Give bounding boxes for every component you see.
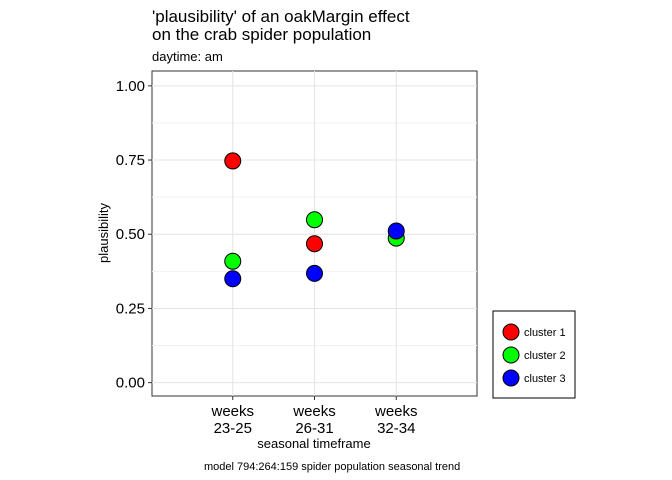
data-point-cluster-3 [224, 270, 242, 288]
y-tick-label: 0.00 [116, 375, 145, 392]
y-tick-label: 1.00 [116, 78, 145, 95]
y-axis-label: plausibility [96, 203, 111, 263]
x-tick-label-line-1: weeks [210, 403, 254, 420]
legend-label-2: cluster 2 [524, 350, 566, 362]
y-tick-label: 0.75 [116, 152, 145, 169]
x-tick-label-line-2: 26-31 [295, 420, 333, 437]
major-gridlines [152, 71, 477, 396]
data-point-cluster-1 [306, 235, 323, 253]
chart-title-line-2: on the crab spider population [152, 25, 371, 44]
x-tick-label-line-2: 23-25 [214, 420, 252, 437]
x-axis-label: seasonal timeframe [257, 436, 370, 451]
legend-key-1 [502, 323, 520, 341]
legend-label-3: cluster 3 [524, 373, 566, 385]
data-point-cluster-3 [306, 264, 323, 282]
x-tick-label-line-1: weeks [292, 403, 336, 420]
data-point-cluster-2 [224, 252, 242, 270]
data-point-cluster-3 [387, 222, 405, 240]
data-point-cluster-2 [306, 211, 323, 229]
data-point-cluster-1 [224, 152, 242, 170]
chart-subtitle: daytime: am [152, 49, 223, 64]
x-tick-label-line-1: weeks [374, 403, 418, 420]
legend-key-3 [502, 369, 520, 387]
y-tick-label: 0.25 [116, 300, 145, 317]
x-tick-label-line-2: 32-34 [377, 420, 415, 437]
y-tick-label: 0.50 [116, 226, 145, 243]
legend-key-2 [502, 346, 520, 364]
legend-label-1: cluster 1 [524, 327, 566, 339]
chart-caption: model 794:264:159 spider population seas… [204, 461, 460, 473]
data-points [224, 152, 405, 288]
legend: cluster 1 cluster 2 cluster 3 [502, 323, 566, 387]
y-axis-ticks: 0.00 0.25 0.50 0.75 1.00 [116, 78, 152, 392]
chart-title-line-1: 'plausibility' of an oakMargin effect [152, 7, 410, 26]
